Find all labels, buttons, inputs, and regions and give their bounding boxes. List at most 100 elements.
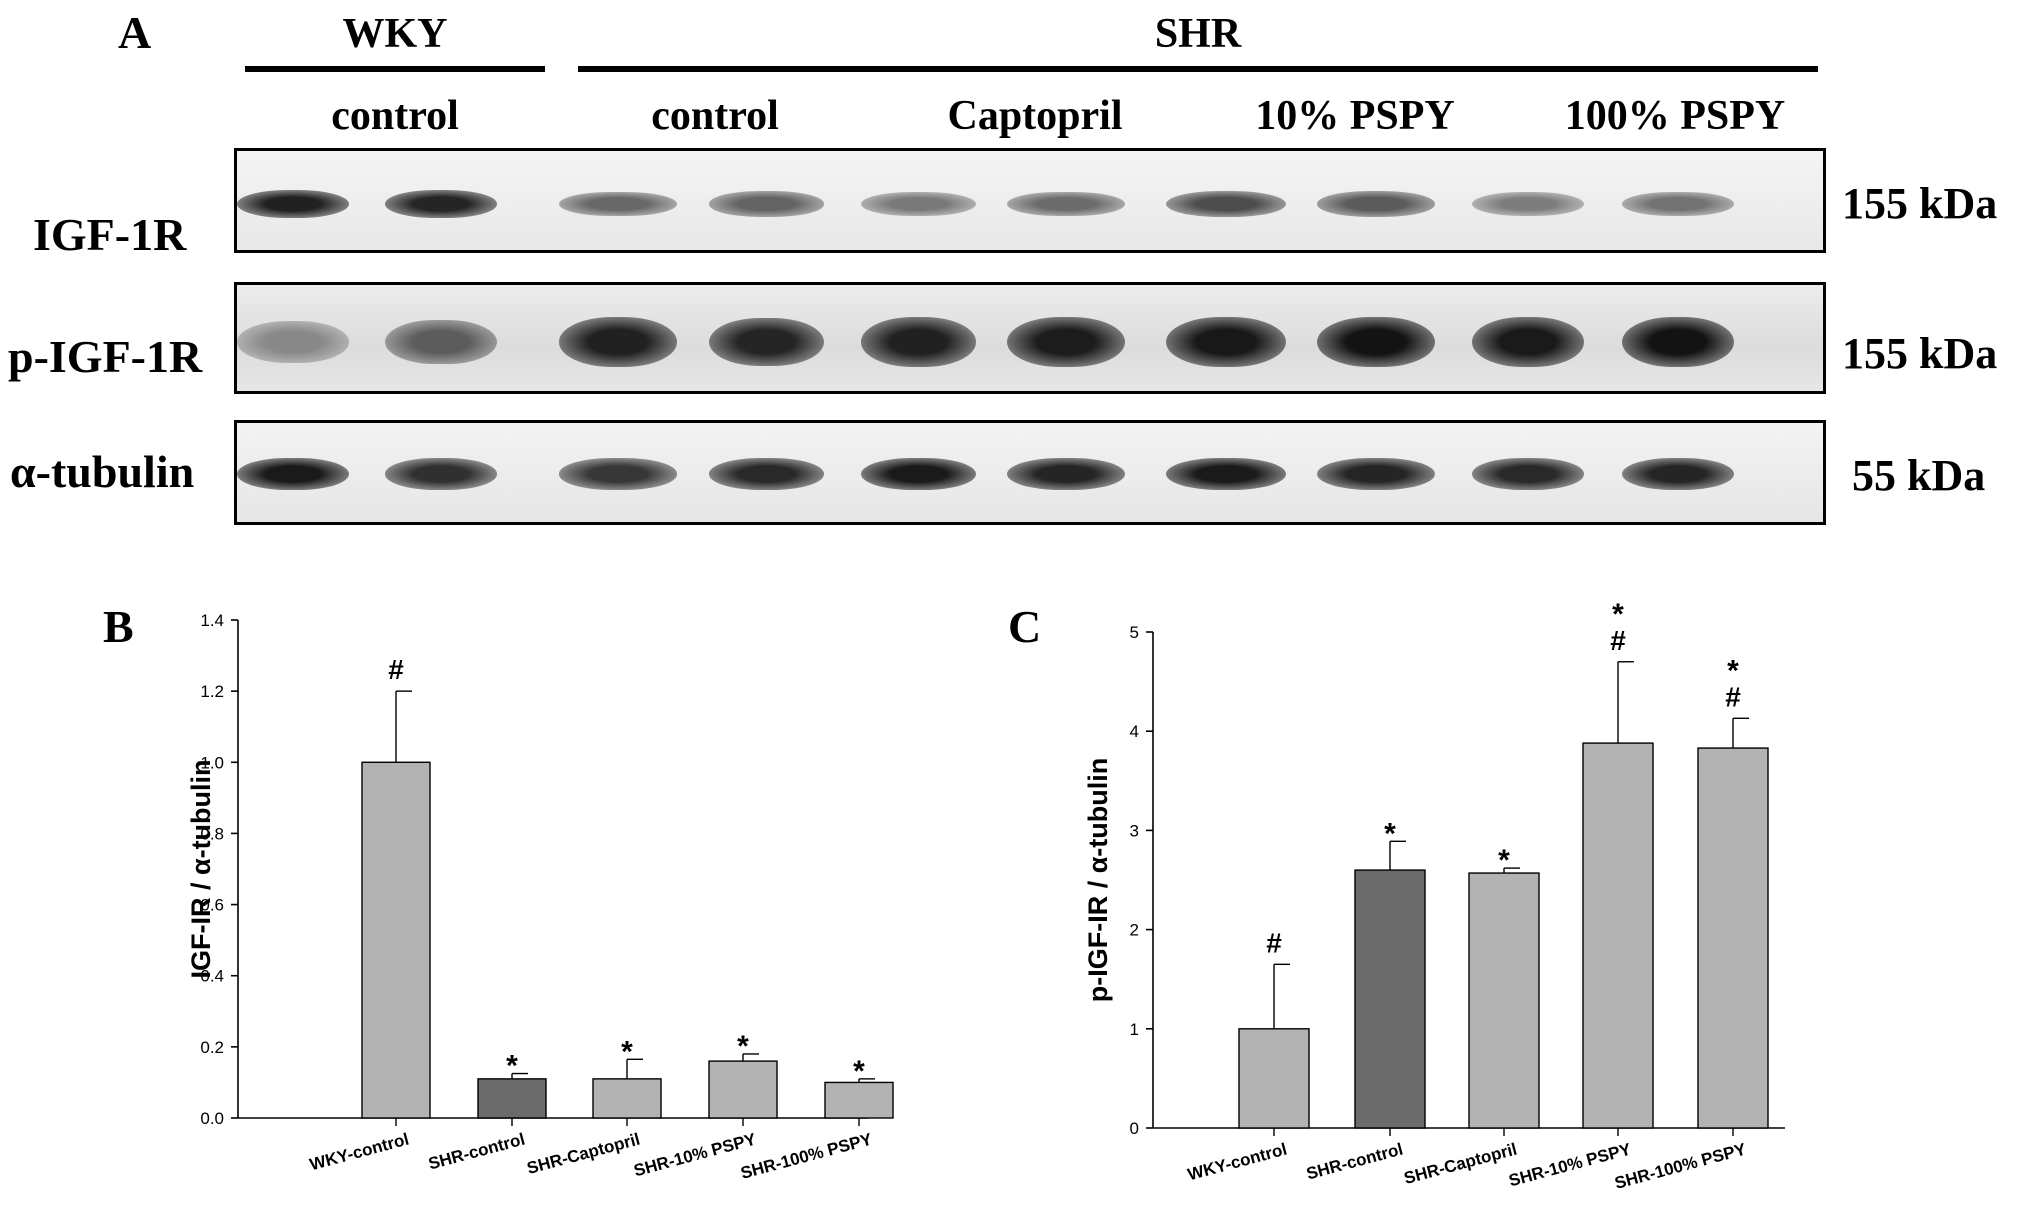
y-tick-label: 0	[1130, 1119, 1139, 1138]
kda-alpha-tubulin: 55 kDa	[1852, 451, 1986, 500]
y-axis-label: IGF-IR / α-tubulin	[186, 759, 216, 978]
group-rule-wky	[245, 66, 545, 72]
blot-band	[385, 190, 497, 218]
blot-band	[860, 191, 976, 217]
y-axis-label: p-IGF-IR / α-tubulin	[1083, 758, 1113, 1003]
blot-band	[1317, 316, 1435, 368]
kda-igf1r: 155 kDa	[1842, 179, 1998, 228]
x-category-label: SHR-100% PSPY	[1613, 1139, 1749, 1192]
blot-band	[1472, 458, 1584, 490]
row-label-igf1r: IGF-1R	[33, 209, 187, 260]
y-tick-label: 0.8	[200, 824, 224, 843]
lane-label-wky-control: control	[331, 93, 459, 139]
y-tick-label: 5	[1130, 623, 1139, 642]
blot-band	[1472, 191, 1584, 217]
significance-star: *	[737, 1030, 749, 1063]
blot-band	[860, 317, 976, 367]
bar	[1354, 869, 1426, 1129]
blot-p-igf1r	[234, 282, 1826, 394]
x-category-label: SHR-Captopril	[1402, 1140, 1519, 1188]
chart-b: 0.0 0.2 0.4 0.6 0.8 1.0 1.2 1.4 IGF-IR / α-tubul…	[186, 611, 894, 1183]
x-category-label: SHR-10% PSPY	[632, 1129, 759, 1180]
blot-band	[559, 458, 677, 490]
significance-star: *	[853, 1055, 865, 1088]
blot-band	[559, 191, 677, 217]
significance-hash: #	[388, 654, 404, 685]
lane-label-captopril: Captopril	[947, 93, 1123, 139]
bar	[824, 1081, 894, 1119]
bar	[592, 1078, 662, 1119]
x-category-label: SHR-Captopril	[525, 1130, 642, 1178]
row-label-alpha-tubulin: α-tubulin	[10, 446, 195, 497]
significance-star: *	[621, 1035, 633, 1068]
bar	[708, 1060, 778, 1119]
y-tick-label: 3	[1130, 821, 1139, 840]
significance-star: *	[1384, 817, 1396, 850]
significance-star: *	[1612, 600, 1624, 631]
x-category-label: SHR-100% PSPY	[739, 1129, 875, 1182]
x-category-label: WKY-control	[1186, 1140, 1289, 1185]
panel-c-letter: C	[1008, 601, 1042, 652]
bar	[1582, 742, 1654, 1129]
y-tick-label: 2	[1130, 921, 1139, 940]
chart-c: 0 1 2 3 4 5 p-IGF-IR / α-tubulin # WKY-control * S…	[1083, 600, 1785, 1193]
blot-band	[708, 317, 824, 367]
y-tick-label: 0.0	[200, 1109, 224, 1128]
blot-band	[1166, 457, 1286, 491]
blot-band	[237, 457, 349, 491]
panel-b-letter: B	[103, 601, 134, 652]
blot-band	[237, 190, 349, 218]
bar	[361, 761, 431, 1119]
blot-band	[1007, 458, 1125, 490]
blot-band	[1166, 317, 1286, 367]
bar	[1697, 747, 1769, 1129]
y-tick-label: 1	[1130, 1020, 1139, 1039]
blot-band	[1166, 190, 1286, 218]
significance-star: *	[1498, 844, 1510, 877]
y-tick-label: 1.2	[200, 682, 224, 701]
y-tick-label: 0.4	[200, 967, 224, 986]
blot-band	[860, 457, 976, 491]
y-tick-label: 1.4	[200, 611, 224, 630]
bar	[1238, 1028, 1310, 1129]
lane-label-shr-control: control	[651, 93, 779, 139]
blot-alpha-tubulin	[234, 420, 1826, 525]
y-tick-label: 0.2	[200, 1038, 224, 1057]
blot-igf1r	[234, 148, 1826, 253]
blot-band	[1317, 191, 1435, 217]
significance-hash: #	[1725, 681, 1741, 712]
kda-p-igf1r: 155 kDa	[1842, 329, 1998, 378]
x-category-label: WKY-control	[308, 1130, 411, 1175]
panel-a-letter: A	[118, 7, 152, 58]
blot-band	[1622, 316, 1734, 368]
blot-band	[385, 319, 497, 365]
significance-hash: #	[1610, 625, 1626, 656]
blot-band	[559, 317, 677, 367]
blot-band	[385, 458, 497, 490]
lane-label-100-pspy: 100% PSPY	[1564, 93, 1786, 139]
significance-hash: #	[1266, 927, 1282, 958]
blot-band	[1472, 317, 1584, 367]
blot-band	[1007, 191, 1125, 217]
blot-band	[708, 458, 824, 490]
blot-band	[1317, 458, 1435, 490]
row-label-p-igf1r: p-IGF-1R	[8, 331, 203, 382]
group-label-shr: SHR	[1154, 11, 1242, 57]
y-tick-label: 1.0	[200, 753, 224, 772]
significance-star: *	[1727, 654, 1739, 687]
blot-band	[1622, 191, 1734, 217]
blot-band	[237, 321, 349, 363]
y-tick-label: 0.6	[200, 896, 224, 915]
group-rule-shr	[578, 66, 1818, 72]
y-tick-label: 4	[1130, 722, 1139, 741]
blot-band	[1007, 317, 1125, 367]
significance-star: *	[506, 1050, 518, 1083]
blot-band	[708, 191, 824, 217]
bar	[477, 1078, 547, 1119]
x-category-label: SHR-control	[426, 1130, 527, 1174]
x-category-label: SHR-control	[1304, 1140, 1405, 1184]
group-label-wky: WKY	[342, 11, 448, 57]
lane-label-10-pspy: 10% PSPY	[1255, 93, 1455, 139]
bar	[1468, 872, 1540, 1129]
blot-band	[1622, 458, 1734, 490]
